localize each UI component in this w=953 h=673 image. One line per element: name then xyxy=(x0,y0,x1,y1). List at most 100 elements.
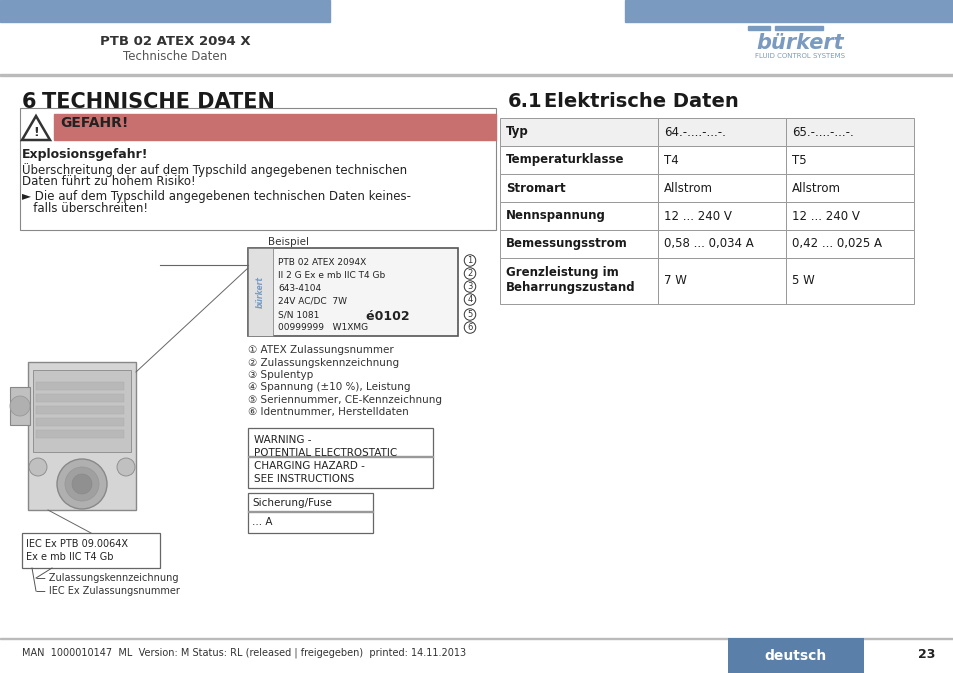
Bar xyxy=(0,74,953,75)
Text: 3: 3 xyxy=(467,282,472,291)
Circle shape xyxy=(117,458,135,476)
Text: Daten führt zu hohem Risiko!: Daten führt zu hohem Risiko! xyxy=(22,175,195,188)
Text: deutsch: deutsch xyxy=(764,649,826,664)
Circle shape xyxy=(57,459,107,509)
Bar xyxy=(785,118,913,146)
Text: MAN  1000010147  ML  Version: M Status: RL (released | freigegeben)  printed: 14: MAN 1000010147 ML Version: M Status: RL … xyxy=(22,648,466,658)
Bar xyxy=(0,0,330,22)
Text: — IEC Ex Zulassungsnummer: — IEC Ex Zulassungsnummer xyxy=(36,586,180,596)
Bar xyxy=(499,202,658,230)
Text: Allstrom: Allstrom xyxy=(663,182,712,194)
Text: PTB 02 ATEX 2094X: PTB 02 ATEX 2094X xyxy=(277,258,366,267)
Text: Stromart: Stromart xyxy=(505,182,565,194)
Text: ④ Spannung (±10 %), Leistung: ④ Spannung (±10 %), Leistung xyxy=(248,382,410,392)
Bar xyxy=(20,108,496,230)
Text: é0102: é0102 xyxy=(353,310,409,323)
Text: Sicherung/Fuse: Sicherung/Fuse xyxy=(252,498,332,508)
Text: Beharrungszustand: Beharrungszustand xyxy=(505,281,635,294)
Text: ① ATEX Zulassungsnummer: ① ATEX Zulassungsnummer xyxy=(248,345,394,355)
Text: POTENTIAL ELECTROSTATIC: POTENTIAL ELECTROSTATIC xyxy=(253,448,396,458)
Text: T4: T4 xyxy=(663,153,678,166)
Bar xyxy=(785,202,913,230)
Text: bürkert: bürkert xyxy=(255,276,264,308)
Bar xyxy=(36,394,124,402)
Bar xyxy=(248,456,433,457)
Text: CHARGING HAZARD -: CHARGING HAZARD - xyxy=(253,461,364,471)
Text: Grenzleistung im: Grenzleistung im xyxy=(505,266,618,279)
Bar xyxy=(36,430,124,438)
Text: SEE INSTRUCTIONS: SEE INSTRUCTIONS xyxy=(253,474,354,484)
Bar xyxy=(54,114,496,140)
Bar xyxy=(658,230,785,258)
Bar xyxy=(36,406,124,414)
Text: II 2 G Ex e mb IIC T4 Gb: II 2 G Ex e mb IIC T4 Gb xyxy=(277,271,385,280)
Text: falls überschreiten!: falls überschreiten! xyxy=(22,202,148,215)
Text: 64.-....-...-.: 64.-....-...-. xyxy=(663,125,725,139)
Bar xyxy=(248,428,433,488)
Bar xyxy=(785,174,913,202)
Text: 23: 23 xyxy=(917,648,934,661)
Text: Überschreitung der auf dem Typschild angegebenen technischen: Überschreitung der auf dem Typschild ang… xyxy=(22,163,407,177)
Text: ⑤ Seriennummer, CE-Kennzeichnung: ⑤ Seriennummer, CE-Kennzeichnung xyxy=(248,395,441,405)
Text: 4: 4 xyxy=(467,295,472,304)
Bar xyxy=(499,258,658,304)
Text: S/N 1081: S/N 1081 xyxy=(277,310,322,319)
Circle shape xyxy=(10,396,30,416)
Text: 12 ... 240 V: 12 ... 240 V xyxy=(791,209,859,223)
Bar xyxy=(248,493,373,533)
Bar xyxy=(658,202,785,230)
Text: 5 W: 5 W xyxy=(791,275,814,287)
Bar xyxy=(499,174,658,202)
Text: PTB 02 ATEX 2094 X: PTB 02 ATEX 2094 X xyxy=(99,35,250,48)
Text: !: ! xyxy=(33,127,39,139)
Bar xyxy=(36,418,124,426)
Text: Allstrom: Allstrom xyxy=(791,182,841,194)
Bar xyxy=(10,387,30,425)
Text: T5: T5 xyxy=(791,153,806,166)
Circle shape xyxy=(71,474,91,494)
Text: ③ Spulentyp: ③ Spulentyp xyxy=(248,370,313,380)
Bar xyxy=(747,26,769,30)
Text: 0,42 ... 0,025 A: 0,42 ... 0,025 A xyxy=(791,238,882,250)
Bar xyxy=(785,146,913,174)
Bar xyxy=(785,258,913,304)
Text: 65.-....-...-.: 65.-....-...-. xyxy=(791,125,853,139)
Text: IEC Ex PTB 09.0064X: IEC Ex PTB 09.0064X xyxy=(26,539,128,549)
Bar xyxy=(33,370,131,452)
Text: 0,58 ... 0,034 A: 0,58 ... 0,034 A xyxy=(663,238,753,250)
Bar xyxy=(774,26,822,30)
Text: TECHNISCHE DATEN: TECHNISCHE DATEN xyxy=(42,92,274,112)
Bar xyxy=(248,248,457,336)
Text: ⑥ Identnummer, Herstelldaten: ⑥ Identnummer, Herstelldaten xyxy=(248,407,408,417)
Bar xyxy=(28,362,136,510)
Text: 643-4104: 643-4104 xyxy=(277,284,321,293)
Text: Explosionsgefahr!: Explosionsgefahr! xyxy=(22,148,149,161)
Text: Technische Daten: Technische Daten xyxy=(123,50,227,63)
Bar xyxy=(248,248,273,336)
Text: 12 ... 240 V: 12 ... 240 V xyxy=(663,209,731,223)
Text: Bemessungsstrom: Bemessungsstrom xyxy=(505,238,627,250)
Text: Beispiel: Beispiel xyxy=(268,237,309,247)
Bar xyxy=(36,382,124,390)
Bar xyxy=(624,0,953,22)
Text: Nennspannung: Nennspannung xyxy=(505,209,605,223)
Text: 6: 6 xyxy=(22,92,36,112)
Bar xyxy=(727,638,863,673)
Text: 24V AC/DC  7W: 24V AC/DC 7W xyxy=(277,297,347,306)
Text: FLUID CONTROL SYSTEMS: FLUID CONTROL SYSTEMS xyxy=(754,53,844,59)
Bar xyxy=(248,511,373,512)
Text: GEFAHR!: GEFAHR! xyxy=(60,116,129,130)
Text: bürkert: bürkert xyxy=(756,33,842,53)
Text: — Zulassungskennzeichnung: — Zulassungskennzeichnung xyxy=(36,573,178,583)
Text: ... A: ... A xyxy=(252,517,273,527)
Text: 6.1: 6.1 xyxy=(507,92,542,111)
Text: 6: 6 xyxy=(467,323,472,332)
Bar xyxy=(658,174,785,202)
Text: 5: 5 xyxy=(467,310,472,319)
Text: WARNING -: WARNING - xyxy=(253,435,312,445)
Circle shape xyxy=(29,458,47,476)
Bar xyxy=(499,118,658,146)
Bar xyxy=(499,146,658,174)
Text: ► Die auf dem Typschild angegebenen technischen Daten keines-: ► Die auf dem Typschild angegebenen tech… xyxy=(22,190,411,203)
Text: 00999999   W1XMG: 00999999 W1XMG xyxy=(277,323,368,332)
